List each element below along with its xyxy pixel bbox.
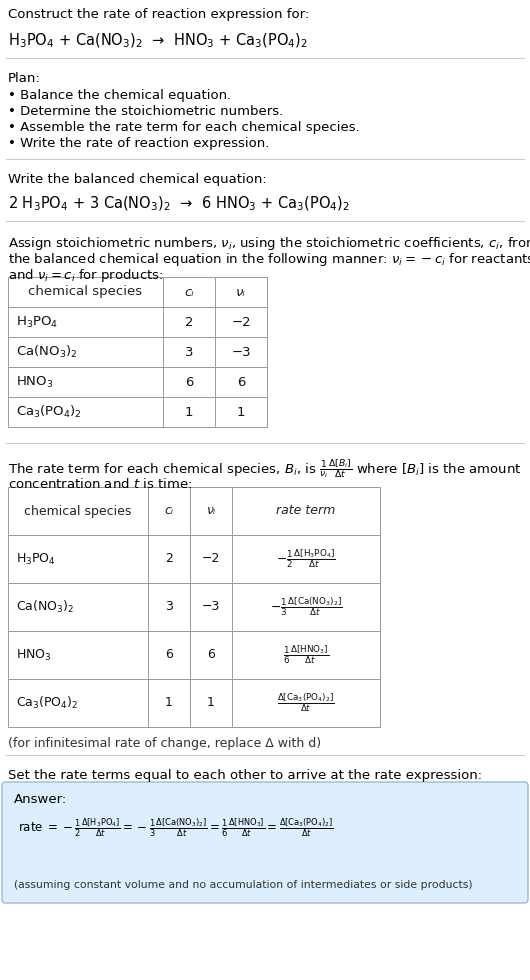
Text: rate term: rate term [276, 505, 335, 517]
Text: H$_3$PO$_4$: H$_3$PO$_4$ [16, 552, 56, 566]
Text: 1: 1 [185, 406, 193, 418]
FancyBboxPatch shape [2, 782, 528, 903]
Text: Ca(NO$_3$)$_2$: Ca(NO$_3$)$_2$ [16, 344, 77, 360]
Text: HNO$_3$: HNO$_3$ [16, 648, 51, 662]
Text: $-\frac{1}{2}\frac{\Delta[\mathrm{H_3PO_4}]}{\Delta t}$: $-\frac{1}{2}\frac{\Delta[\mathrm{H_3PO_… [276, 548, 336, 570]
Text: 2 H$_3$PO$_4$ + 3 Ca(NO$_3$)$_2$  →  6 HNO$_3$ + Ca$_3$(PO$_4$)$_2$: 2 H$_3$PO$_4$ + 3 Ca(NO$_3$)$_2$ → 6 HNO… [8, 195, 350, 214]
Text: The rate term for each chemical species, $B_i$, is $\frac{1}{\nu_i}\frac{\Delta[: The rate term for each chemical species,… [8, 457, 522, 480]
Text: $\frac{1}{6}\frac{\Delta[\mathrm{HNO_3}]}{\Delta t}$: $\frac{1}{6}\frac{\Delta[\mathrm{HNO_3}]… [283, 644, 329, 666]
Text: • Write the rate of reaction expression.: • Write the rate of reaction expression. [8, 137, 269, 150]
Text: 6: 6 [165, 649, 173, 662]
Text: 2: 2 [185, 316, 193, 328]
Text: HNO$_3$: HNO$_3$ [16, 374, 54, 389]
Text: H$_3$PO$_4$ + Ca(NO$_3$)$_2$  →  HNO$_3$ + Ca$_3$(PO$_4$)$_2$: H$_3$PO$_4$ + Ca(NO$_3$)$_2$ → HNO$_3$ +… [8, 32, 308, 50]
Text: and $\nu_i = c_i$ for products:: and $\nu_i = c_i$ for products: [8, 267, 164, 284]
Text: chemical species: chemical species [24, 505, 131, 517]
Text: 1: 1 [207, 697, 215, 710]
Text: $\frac{\Delta[\mathrm{Ca_3(PO_4)_2}]}{\Delta t}$: $\frac{\Delta[\mathrm{Ca_3(PO_4)_2}]}{\D… [277, 692, 335, 714]
Text: (assuming constant volume and no accumulation of intermediates or side products): (assuming constant volume and no accumul… [14, 880, 473, 890]
Text: 1: 1 [165, 697, 173, 710]
Text: 2: 2 [165, 553, 173, 565]
Text: • Determine the stoichiometric numbers.: • Determine the stoichiometric numbers. [8, 105, 283, 118]
Text: 3: 3 [185, 346, 193, 359]
Text: 6: 6 [237, 375, 245, 388]
Bar [8, 487, 380, 727]
Text: • Balance the chemical equation.: • Balance the chemical equation. [8, 89, 231, 102]
Text: Assign stoichiometric numbers, $\nu_i$, using the stoichiometric coefficients, $: Assign stoichiometric numbers, $\nu_i$, … [8, 235, 530, 252]
Text: 6: 6 [207, 649, 215, 662]
Text: Ca$_3$(PO$_4$)$_2$: Ca$_3$(PO$_4$)$_2$ [16, 404, 82, 420]
Text: Construct the rate of reaction expression for:: Construct the rate of reaction expressio… [8, 8, 309, 21]
Text: 1: 1 [237, 406, 245, 418]
Text: Write the balanced chemical equation:: Write the balanced chemical equation: [8, 173, 267, 186]
Text: Ca(NO$_3$)$_2$: Ca(NO$_3$)$_2$ [16, 599, 74, 615]
Text: the balanced chemical equation in the following manner: $\nu_i = -c_i$ for react: the balanced chemical equation in the fo… [8, 251, 530, 268]
Text: H$_3$PO$_4$: H$_3$PO$_4$ [16, 315, 58, 329]
Text: −2: −2 [231, 316, 251, 328]
Text: −3: −3 [202, 601, 220, 613]
Text: Ca$_3$(PO$_4$)$_2$: Ca$_3$(PO$_4$)$_2$ [16, 695, 78, 711]
Text: −2: −2 [202, 553, 220, 565]
Text: −3: −3 [231, 346, 251, 359]
Text: Answer:: Answer: [14, 793, 67, 806]
Text: cᵢ: cᵢ [184, 285, 194, 299]
Text: νᵢ: νᵢ [206, 505, 216, 517]
Text: • Assemble the rate term for each chemical species.: • Assemble the rate term for each chemic… [8, 121, 360, 134]
Text: 3: 3 [165, 601, 173, 613]
Text: (for infinitesimal rate of change, replace Δ with d): (for infinitesimal rate of change, repla… [8, 737, 321, 750]
Text: νᵢ: νᵢ [236, 285, 246, 299]
Text: rate $= -\frac{1}{2}\frac{\Delta[\mathrm{H_3PO_4}]}{\Delta t}= -\frac{1}{3}\frac: rate $= -\frac{1}{2}\frac{\Delta[\mathrm… [18, 817, 334, 840]
Text: 6: 6 [185, 375, 193, 388]
Text: Set the rate terms equal to each other to arrive at the rate expression:: Set the rate terms equal to each other t… [8, 769, 482, 782]
Text: concentration and $t$ is time:: concentration and $t$ is time: [8, 477, 192, 491]
Text: $-\frac{1}{3}\frac{\Delta[\mathrm{Ca(NO_3)_2}]}{\Delta t}$: $-\frac{1}{3}\frac{\Delta[\mathrm{Ca(NO_… [270, 596, 342, 618]
Bar [8, 277, 267, 427]
Text: chemical species: chemical species [29, 285, 143, 299]
Text: cᵢ: cᵢ [164, 505, 173, 517]
Text: Plan:: Plan: [8, 72, 41, 85]
